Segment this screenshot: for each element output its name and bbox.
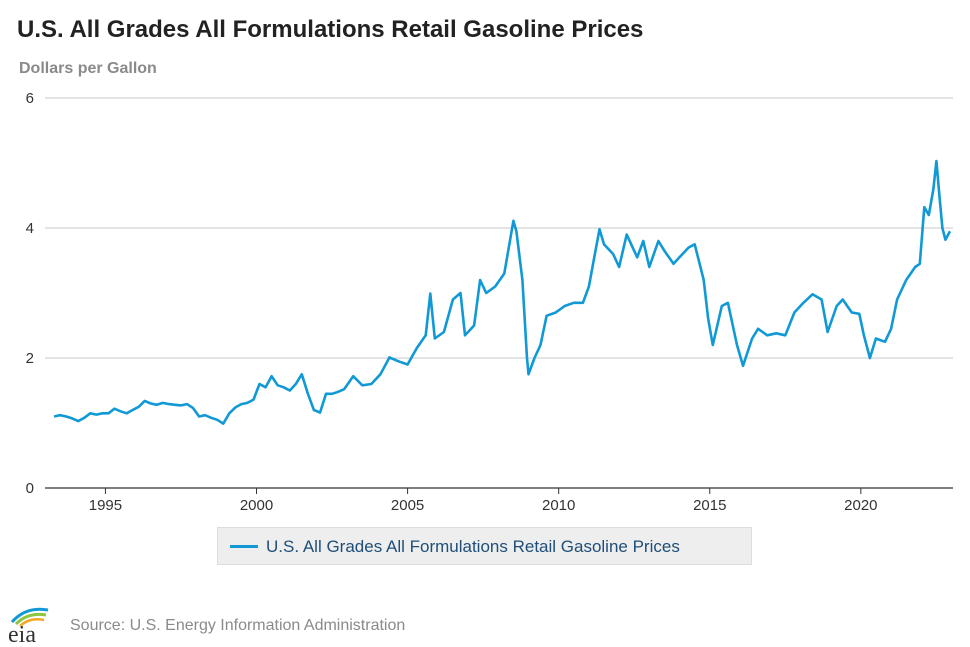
line-chart: 0 2 4 6 1995 2000 2005 2010 2015 2020 <box>26 90 953 514</box>
svg-text:eia: eia <box>8 622 36 644</box>
y-tick-label: 2 <box>26 350 34 367</box>
x-tick-label: 1995 <box>89 497 122 514</box>
footer: eia Source: U.S. Energy Information Admi… <box>0 600 970 647</box>
y-axis-unit-label: Dollars per Gallon <box>19 60 157 77</box>
legend-label: U.S. All Grades All Formulations Retail … <box>266 537 680 556</box>
x-tick-label: 2015 <box>693 497 726 514</box>
source-note: Source: U.S. Energy Information Administ… <box>70 617 406 634</box>
x-tick-label: 2010 <box>542 497 575 514</box>
x-tick-label: 2020 <box>844 497 877 514</box>
y-tick-label: 4 <box>26 220 34 237</box>
y-tick-label: 6 <box>26 90 34 107</box>
y-tick-labels: 0 2 4 6 <box>26 90 34 497</box>
y-tick-label: 0 <box>26 480 34 497</box>
chart-legend[interactable]: U.S. All Grades All Formulations Retail … <box>217 527 752 565</box>
eia-logo-icon: eia <box>8 607 49 644</box>
gridlines <box>45 97 953 494</box>
x-tick-labels: 1995 2000 2005 2010 2015 2020 <box>89 497 878 514</box>
chart-title: U.S. All Grades All Formulations Retail … <box>17 16 644 43</box>
x-tick-label: 2005 <box>391 497 424 514</box>
legend-swatch <box>230 545 258 548</box>
x-tick-label: 2000 <box>240 497 273 514</box>
series-lines <box>53 159 952 425</box>
series-line-gasoline-price[interactable] <box>53 159 952 425</box>
